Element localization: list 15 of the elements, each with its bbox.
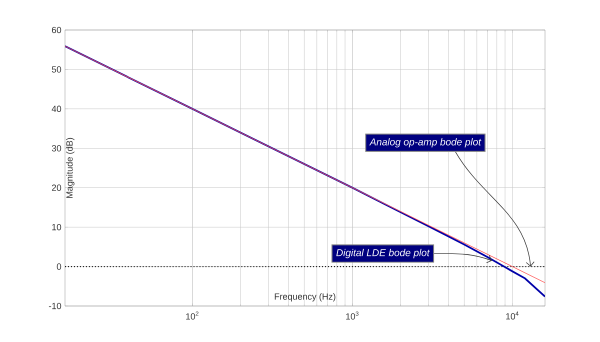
- y-tick-label: 0: [56, 263, 62, 270]
- y-tick-label: 60: [52, 26, 62, 34]
- y-tick-label: -10: [48, 302, 62, 310]
- y-tick-label: 20: [52, 184, 62, 191]
- annotation: Digital LDE bode plot: [336, 248, 430, 258]
- x-axis-title: Frequency (Hz): [274, 293, 336, 302]
- y-tick-label: 10: [52, 224, 62, 230]
- x-tick-label: 10$^{2}$: [186, 312, 198, 320]
- x-tick-label: 10$^{3}$: [346, 312, 358, 320]
- y-axis-title: Magnitude (dB): [66, 138, 74, 198]
- y-tick-label: 40: [52, 106, 62, 112]
- x-tick-label: 10$^{4}$: [506, 312, 519, 320]
- y-tick-label: 50: [52, 66, 62, 73]
- y-tick-label: 30: [52, 145, 62, 152]
- annotation: Analog op-amp bode plot: [369, 138, 482, 148]
